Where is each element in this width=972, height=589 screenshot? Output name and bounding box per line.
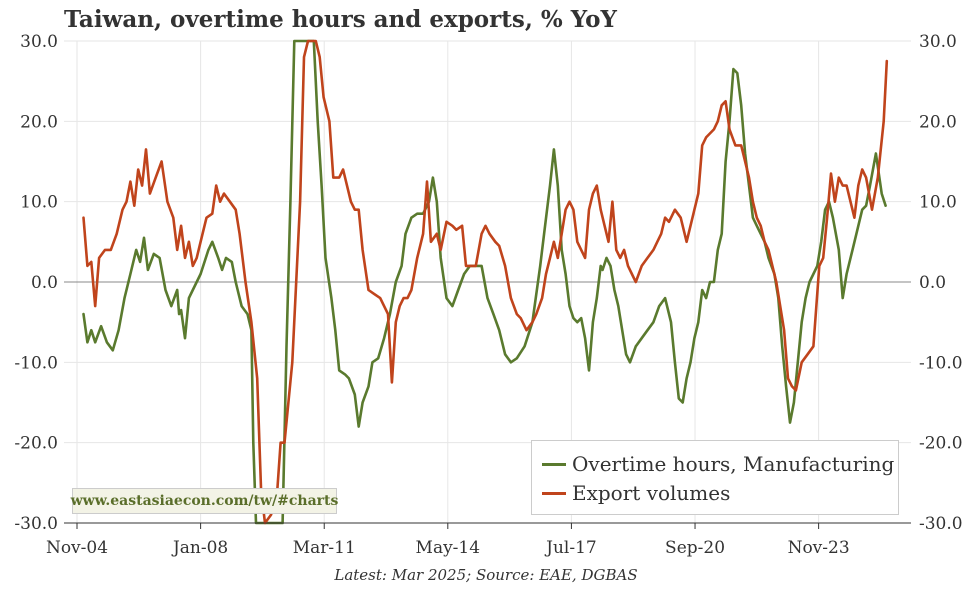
x-tick-label: Mar-11 [293, 538, 356, 558]
x-tick-label: Nov-04 [46, 538, 108, 558]
x-tick-label: Sep-20 [665, 538, 725, 558]
legend-swatch-exports [542, 491, 566, 495]
chart-title: Taiwan, overtime hours and exports, % Yo… [64, 6, 617, 33]
y-tick-label-left: 10.0 [20, 193, 58, 213]
x-tick-label: Nov-23 [788, 538, 850, 558]
watermark-text: www.eastasiaecon.com/tw/#charts [70, 493, 339, 509]
watermark: www.eastasiaecon.com/tw/#charts [70, 488, 339, 514]
y-tick-label-right: -30.0 [919, 514, 963, 534]
y-tick-label-right: 0.0 [919, 273, 946, 293]
y-tick-label-right: 10.0 [919, 193, 957, 213]
legend-swatch-overtime [542, 462, 566, 466]
y-tick-label-right: -10.0 [919, 353, 963, 373]
left-y-axis: 30.0 20.0 10.0 0.0 -10.0 -20.0 -30.0 [14, 32, 58, 534]
series-layer [82, 39, 889, 525]
y-tick-label-right: 30.0 [919, 32, 957, 52]
y-tick-label-right: 20.0 [919, 112, 957, 132]
x-tick-label: Jan-08 [171, 538, 228, 558]
y-tick-label-left: -10.0 [14, 353, 58, 373]
legend-item-overtime: Overtime hours, Manufacturing [542, 450, 894, 478]
y-tick-label-left: 20.0 [20, 112, 58, 132]
legend-label-overtime: Overtime hours, Manufacturing [572, 452, 895, 476]
footer-source: Latest: Mar 2025; Source: EAE, DGBAS [334, 566, 638, 584]
y-tick-label-left: 0.0 [31, 273, 58, 293]
right-y-axis: 30.0 20.0 10.0 0.0 -10.0 -20.0 -30.0 [919, 32, 963, 534]
legend-label-exports: Export volumes [572, 481, 731, 505]
legend: Overtime hours, Manufacturing Export vol… [531, 440, 899, 515]
y-tick-label-right: -20.0 [919, 434, 963, 454]
legend-item-exports: Export volumes [542, 479, 730, 507]
y-tick-label-left: -20.0 [14, 434, 58, 454]
series-line-export-volumes [82, 39, 889, 525]
x-tick-label: Jul-17 [544, 538, 597, 558]
y-tick-label-left: -30.0 [14, 514, 58, 534]
x-axis: Nov-04 Jan-08 Mar-11 May-14 Jul-17 Sep-20 Nov-… [46, 523, 850, 558]
y-tick-label-left: 30.0 [20, 32, 58, 52]
x-tick-label: May-14 [416, 538, 481, 558]
